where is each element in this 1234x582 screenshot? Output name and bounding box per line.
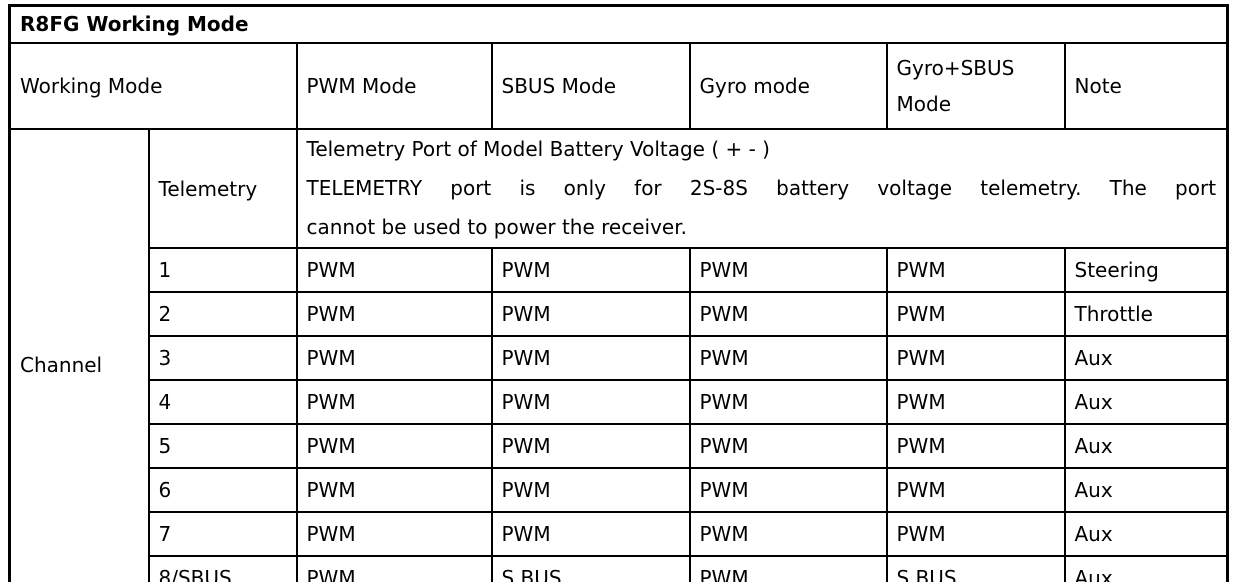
gyro-sbus-mode-value-cell: PWM [885, 335, 1066, 381]
table-title: R8FG Working Mode [8, 4, 1229, 44]
telemetry-description-cell: Telemetry Port of Model Battery Voltage … [295, 128, 1229, 249]
header-cell-gyro-sbus-mode: Gyro+SBUS Mode [885, 42, 1066, 130]
sbus-mode-value-cell: PWM [490, 511, 691, 557]
sbus-mode-value-cell: PWM [490, 423, 691, 469]
working-mode-table: R8FG Working Mode Working Mode PWM Mode … [8, 4, 1230, 582]
gyro-mode-value-cell: PWM [688, 379, 888, 425]
header-cell-gyro-mode: Gyro mode [688, 42, 888, 130]
channel-row-5: 5 PWM PWM PWM PWM Aux [10, 423, 1229, 469]
pwm-mode-value-cell: PWM [295, 291, 493, 337]
note-value-cell: Aux [1063, 379, 1229, 425]
pwm-mode-value-cell: PWM [295, 555, 493, 582]
gyro-sbus-mode-value-cell: PWM [885, 291, 1066, 337]
sbus-mode-value-cell: S.BUS [490, 555, 691, 582]
telemetry-label-cell: Telemetry [147, 128, 298, 249]
pwm-mode-value-cell: PWM [295, 335, 493, 381]
note-value-cell: Aux [1063, 423, 1229, 469]
header-cell-sbus-mode: SBUS Mode [490, 42, 691, 130]
channel-number-cell: 2 [147, 291, 298, 337]
channel-number-cell: 1 [147, 247, 298, 293]
channel-number-cell: 5 [147, 423, 298, 469]
channel-row-2: 2 PWM PWM PWM PWM Throttle [10, 291, 1229, 337]
note-value-cell: Aux [1063, 511, 1229, 557]
channel-number-cell: 8/SBUS [147, 555, 298, 582]
channel-row-6: 6 PWM PWM PWM PWM Aux [10, 467, 1229, 513]
sbus-mode-value-cell: PWM [490, 291, 691, 337]
telemetry-desc-line2: TELEMETRY port is only for 2S-8S battery… [306, 176, 1217, 200]
gyro-mode-value-cell: PWM [688, 291, 888, 337]
gyro-mode-value-cell: PWM [688, 511, 888, 557]
pwm-mode-value-cell: PWM [295, 247, 493, 293]
channel-row-1: 1 PWM PWM PWM PWM Steering [10, 247, 1229, 293]
channel-label-cell: Channel [8, 128, 150, 582]
gyro-mode-value-cell: PWM [688, 335, 888, 381]
sbus-mode-value-cell: PWM [490, 379, 691, 425]
sbus-mode-value-cell: PWM [490, 247, 691, 293]
channel-row-7: 7 PWM PWM PWM PWM Aux [10, 511, 1229, 557]
pwm-mode-value-cell: PWM [295, 379, 493, 425]
note-value-cell: Steering [1063, 247, 1229, 293]
header-row: Working Mode PWM Mode SBUS Mode Gyro mod… [8, 42, 1229, 130]
telemetry-desc-line1: Telemetry Port of Model Battery Voltage … [306, 137, 771, 161]
gyro-mode-value-cell: PWM [688, 555, 888, 582]
pwm-mode-value-cell: PWM [295, 511, 493, 557]
gyro-sbus-mode-value-cell: PWM [885, 511, 1066, 557]
telemetry-desc-line3: cannot be used to power the receiver. [306, 215, 687, 239]
channel-number-cell: 3 [147, 335, 298, 381]
telemetry-row: Channel Telemetry Telemetry Port of Mode… [8, 128, 1229, 582]
pwm-mode-value-cell: PWM [295, 423, 493, 469]
channel-number-cell: 6 [147, 467, 298, 513]
gyro-sbus-mode-value-cell: PWM [885, 247, 1066, 293]
gyro-mode-value-cell: PWM [688, 423, 888, 469]
gyro-mode-value-cell: PWM [688, 467, 888, 513]
header-cell-pwm-mode: PWM Mode [295, 42, 493, 130]
gyro-sbus-mode-value-cell: S.BUS [885, 555, 1066, 582]
note-value-cell: Aux [1063, 335, 1229, 381]
note-value-cell: Aux [1063, 555, 1229, 582]
channel-row-4: 4 PWM PWM PWM PWM Aux [10, 379, 1229, 425]
channel-row-8-sbus: 8/SBUS PWM S.BUS PWM S.BUS Aux [10, 555, 1229, 582]
note-value-cell: Aux [1063, 467, 1229, 513]
header-cell-working-mode: Working Mode [8, 42, 298, 130]
title-row: R8FG Working Mode [8, 4, 1229, 44]
sbus-mode-value-cell: PWM [490, 467, 691, 513]
channel-number-cell: 7 [147, 511, 298, 557]
gyro-sbus-mode-value-cell: PWM [885, 423, 1066, 469]
channel-number-cell: 4 [147, 379, 298, 425]
pwm-mode-value-cell: PWM [295, 467, 493, 513]
note-value-cell: Throttle [1063, 291, 1229, 337]
channel-row-3: 3 PWM PWM PWM PWM Aux [10, 335, 1229, 381]
gyro-sbus-mode-value-cell: PWM [885, 379, 1066, 425]
gyro-mode-value-cell: PWM [688, 247, 888, 293]
sbus-mode-value-cell: PWM [490, 335, 691, 381]
gyro-sbus-mode-value-cell: PWM [885, 467, 1066, 513]
header-cell-note: Note [1063, 42, 1229, 130]
